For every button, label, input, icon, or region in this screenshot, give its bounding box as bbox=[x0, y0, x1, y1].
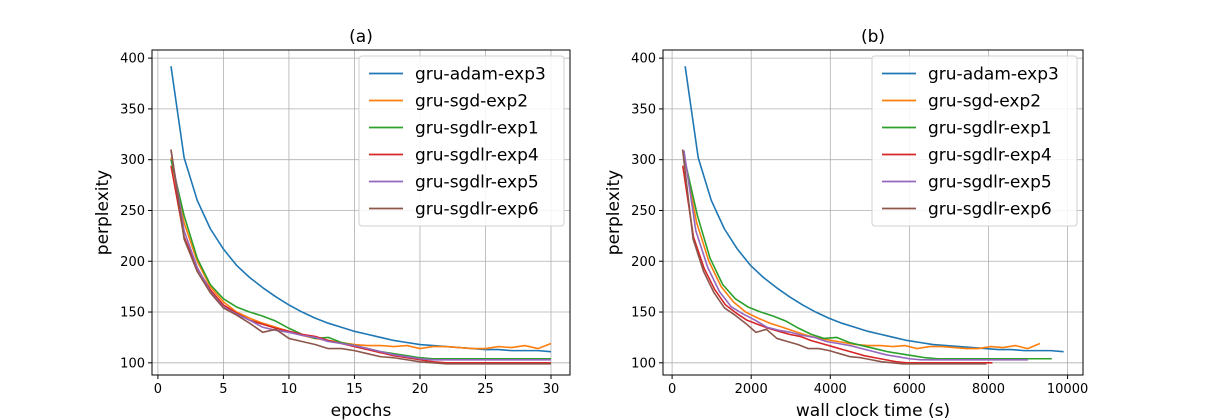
x-tick-label: 8000 bbox=[972, 382, 1005, 397]
x-tick-label: 2000 bbox=[735, 382, 768, 397]
y-axis-title: perplexity bbox=[604, 170, 624, 255]
series-line-gru-sgdlr-exp1 bbox=[683, 159, 1052, 360]
x-tick-label: 25 bbox=[477, 382, 494, 397]
series-line-gru-sgdlr-exp5 bbox=[170, 150, 551, 361]
x-tick-label: 10000 bbox=[1047, 382, 1088, 397]
y-tick-label: 300 bbox=[120, 153, 145, 168]
series-line-gru-sgdlr-exp4 bbox=[681, 165, 993, 364]
legend-label: gru-adam-exp3 bbox=[415, 65, 546, 85]
series-line-gru-sgdlr-exp6 bbox=[170, 149, 551, 365]
y-tick-label: 300 bbox=[631, 153, 656, 168]
x-tick-label: 0 bbox=[154, 382, 162, 397]
x-tick-label: 20 bbox=[412, 382, 429, 397]
x-tick-label: 10 bbox=[281, 382, 298, 397]
y-tick-label: 350 bbox=[120, 102, 145, 117]
y-tick-label: 100 bbox=[631, 356, 656, 371]
legend-label: gru-adam-exp3 bbox=[928, 65, 1059, 85]
legend-label: gru-sgd-exp2 bbox=[415, 92, 528, 112]
legend: gru-adam-exp3 gru-sgd-exp2 gru-sgdlr-exp1 g… bbox=[871, 55, 1078, 227]
legend-label: gru-sgdlr-exp4 bbox=[928, 146, 1052, 166]
y-tick-label: 400 bbox=[120, 52, 145, 67]
axes-frame bbox=[151, 49, 571, 376]
x-tick-label: 5 bbox=[219, 382, 227, 397]
chart-panel-a: 0 5 10 15 20 25 30 100 150 200 250 300 350 400 (a) epoc… bbox=[93, 27, 571, 420]
x-tick-label: 30 bbox=[543, 382, 560, 397]
y-tick-label: 150 bbox=[120, 306, 145, 321]
x-axis-title: wall clock time (s) bbox=[796, 401, 950, 420]
x-tick-label: 15 bbox=[346, 382, 363, 397]
legend: gru-adam-exp3 gru-sgd-exp2 gru-sgdlr-exp1 g… bbox=[358, 55, 565, 227]
legend-label: gru-sgdlr-exp5 bbox=[928, 173, 1052, 193]
chart-title: (a) bbox=[349, 27, 373, 47]
y-axis-title: perplexity bbox=[93, 170, 113, 255]
legend-label: gru-sgdlr-exp6 bbox=[415, 200, 539, 220]
legend-label: gru-sgdlr-exp1 bbox=[928, 119, 1052, 139]
series-line-gru-sgdlr-exp4 bbox=[170, 165, 551, 364]
y-tick-label: 250 bbox=[120, 204, 145, 219]
chart-panel-b: 0 2000 4000 6000 8000 10000 100 150 200 250 300 350… bbox=[604, 27, 1088, 420]
y-tick-label: 100 bbox=[120, 356, 145, 371]
x-tick-label: 0 bbox=[668, 382, 676, 397]
legend-label: gru-sgdlr-exp5 bbox=[415, 173, 539, 193]
y-tick-label: 350 bbox=[631, 102, 656, 117]
series-line-gru-sgd-exp2 bbox=[170, 157, 552, 350]
x-axis-title: epochs bbox=[331, 401, 392, 420]
x-tick-label: 6000 bbox=[893, 382, 926, 397]
legend-label: gru-sgdlr-exp1 bbox=[415, 119, 539, 139]
series-line-gru-adam-exp3 bbox=[684, 66, 1064, 353]
series-line-gru-sgdlr-exp6 bbox=[681, 149, 987, 365]
axes-frame bbox=[662, 49, 1084, 376]
chart-title: (b) bbox=[861, 27, 885, 47]
x-tick-label: 4000 bbox=[814, 382, 847, 397]
series-line-gru-sgdlr-exp5 bbox=[683, 150, 1029, 361]
legend-label: gru-sgdlr-exp6 bbox=[928, 200, 1052, 220]
y-tick-label: 200 bbox=[631, 255, 656, 270]
legend-box bbox=[358, 55, 565, 227]
legend-box bbox=[871, 55, 1078, 227]
y-tick-label: 250 bbox=[631, 204, 656, 219]
legend-label: gru-sgd-exp2 bbox=[928, 92, 1041, 112]
y-tick-label: 150 bbox=[631, 306, 656, 321]
series-line-gru-adam-exp3 bbox=[170, 66, 552, 353]
y-tick-label: 200 bbox=[120, 255, 145, 270]
y-tick-label: 400 bbox=[631, 52, 656, 67]
legend-label: gru-sgdlr-exp4 bbox=[415, 146, 539, 166]
